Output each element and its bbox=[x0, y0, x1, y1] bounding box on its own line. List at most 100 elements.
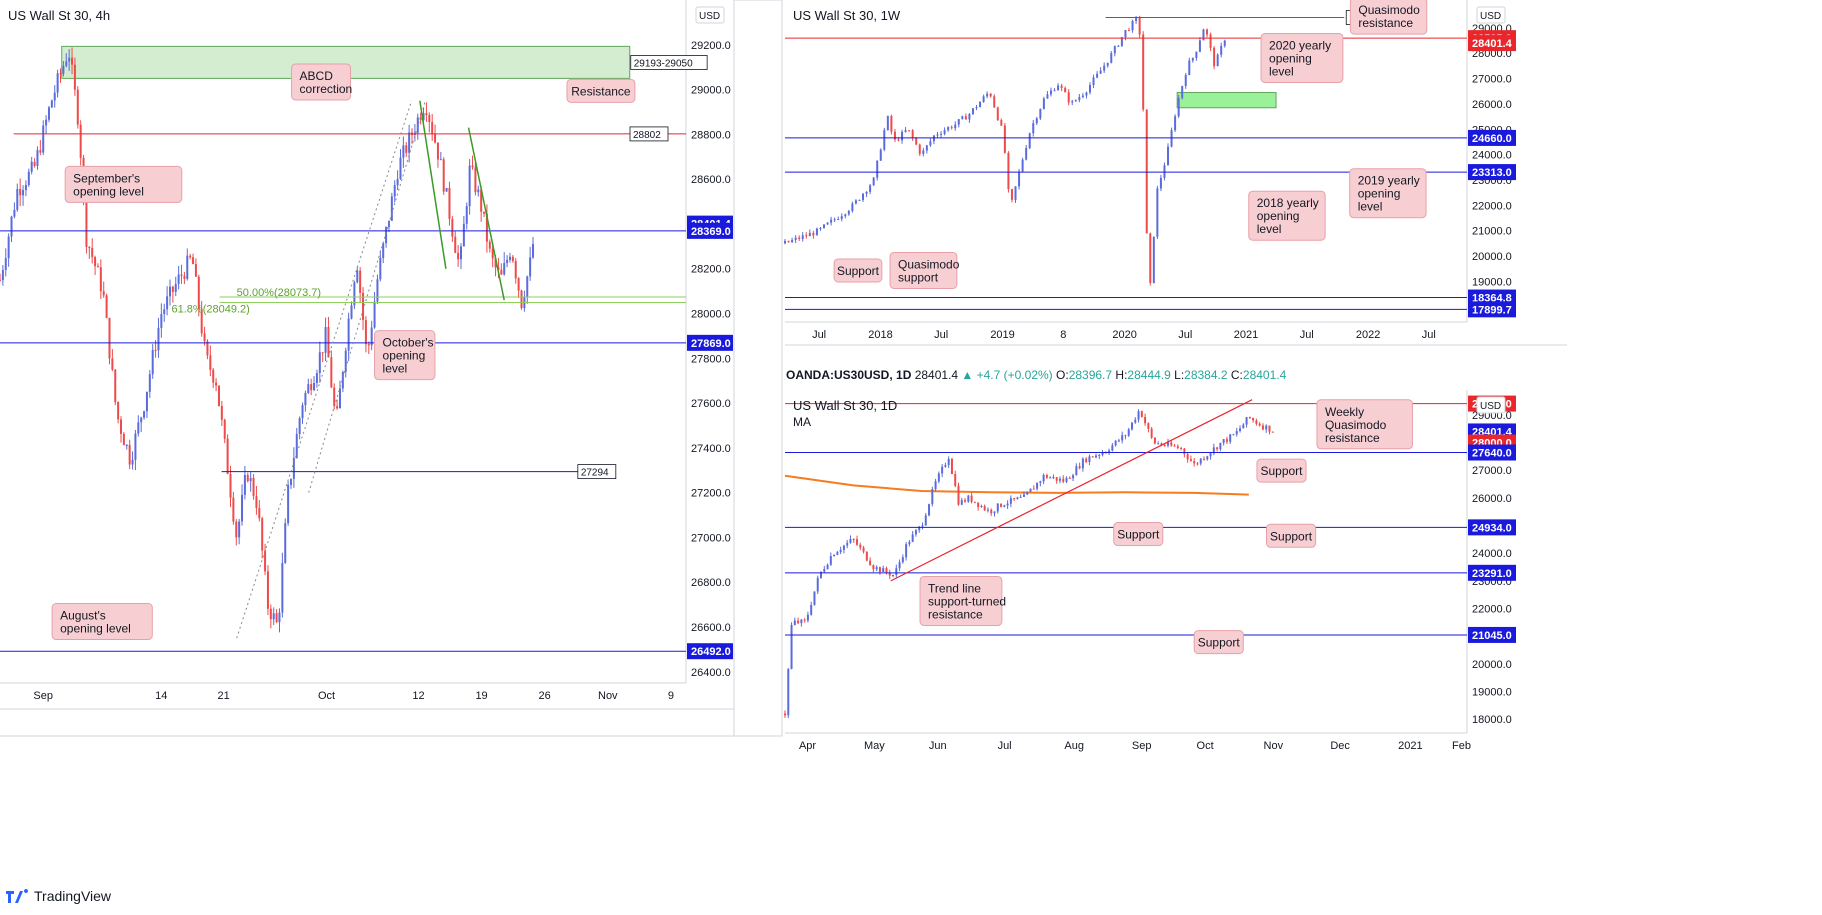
time-tick-label: 8 bbox=[1060, 329, 1066, 341]
price-tag[interactable] bbox=[1468, 564, 1516, 581]
price-tick-label: 18000.0 bbox=[1472, 714, 1512, 726]
candle-body bbox=[960, 500, 963, 505]
candle-body bbox=[192, 257, 195, 265]
panel-1w: 29000.028000.027000.026000.025000.024000… bbox=[784, 0, 1516, 341]
symbol-info-part: ▲ +4.7 (+0.02%) bbox=[961, 368, 1052, 382]
candle-body bbox=[943, 130, 946, 134]
annotation-callout: Weekly Quasimodo resistance bbox=[1316, 399, 1413, 450]
candle-body bbox=[895, 568, 898, 575]
candle-body bbox=[154, 349, 157, 351]
time-tick-label: Nov bbox=[1264, 740, 1284, 752]
price-tag[interactable] bbox=[1468, 129, 1516, 146]
price-tag[interactable] bbox=[1468, 35, 1516, 52]
time-tick-label: 2022 bbox=[1356, 329, 1380, 341]
candle-body bbox=[1091, 456, 1094, 458]
candle-body bbox=[869, 185, 872, 192]
candle-body bbox=[65, 61, 68, 66]
symbol-info-part: 28401.4 bbox=[1243, 368, 1287, 382]
callout-text: Quasimodo resistance bbox=[1358, 3, 1420, 30]
candle-body bbox=[168, 286, 171, 297]
symbol-info-part: 28401.4 bbox=[911, 368, 961, 382]
candle-body bbox=[287, 485, 290, 524]
candle-body bbox=[91, 247, 94, 258]
candle-body bbox=[1000, 503, 1003, 507]
fib-label: 61.8%(28049.2) bbox=[172, 303, 250, 315]
candle-body bbox=[931, 489, 934, 505]
candle-body bbox=[278, 612, 281, 623]
candle-body bbox=[1014, 186, 1017, 200]
price-tag[interactable] bbox=[1468, 164, 1516, 181]
panel-4h-price-axis[interactable] bbox=[733, 0, 783, 737]
price-tag[interactable] bbox=[687, 334, 733, 351]
time-tick-label: Jul bbox=[1422, 329, 1436, 341]
price-tag[interactable] bbox=[1468, 626, 1516, 643]
candle-body bbox=[532, 244, 535, 258]
candle-body bbox=[1159, 177, 1162, 189]
candle-body bbox=[844, 214, 847, 217]
candle-body bbox=[928, 504, 931, 516]
tradingview-brand[interactable]: TradingView bbox=[6, 886, 111, 906]
candle-body bbox=[1057, 85, 1060, 91]
callout-line: Support bbox=[1260, 464, 1303, 478]
currency-button[interactable] bbox=[1476, 6, 1506, 24]
candle-body bbox=[1153, 437, 1156, 444]
candle-body bbox=[1222, 439, 1225, 443]
candle-body bbox=[968, 113, 971, 120]
candle-body bbox=[1114, 440, 1117, 446]
time-tick-label: Jul bbox=[934, 329, 948, 341]
symbol-info-part: C: bbox=[1228, 368, 1243, 382]
price-tag[interactable] bbox=[687, 222, 733, 239]
candle-body bbox=[108, 317, 111, 359]
candle-body bbox=[964, 500, 967, 502]
candle-body bbox=[980, 506, 983, 508]
time-tick-label: Oct bbox=[1197, 740, 1214, 752]
level-box bbox=[577, 464, 617, 480]
candle-body bbox=[1145, 109, 1148, 234]
candle-body bbox=[33, 161, 36, 166]
candle-body bbox=[794, 237, 797, 240]
candle-body bbox=[924, 515, 927, 526]
callout-box bbox=[566, 78, 636, 103]
callout-text: Support bbox=[1270, 529, 1313, 543]
candle-body bbox=[1110, 53, 1113, 63]
callout-line: September's bbox=[73, 171, 140, 185]
plot-area-1w[interactable] bbox=[785, 0, 1467, 322]
candle-body bbox=[885, 568, 888, 573]
price-tag[interactable] bbox=[1468, 301, 1516, 318]
candle-body bbox=[252, 477, 255, 497]
candle-body bbox=[143, 411, 146, 418]
time-tick-label: Aug bbox=[1064, 740, 1084, 752]
callout-box bbox=[291, 63, 352, 101]
candle-body bbox=[85, 194, 88, 248]
candle-body bbox=[304, 392, 307, 406]
candle-body bbox=[1183, 448, 1186, 455]
candle-body bbox=[1106, 62, 1109, 66]
currency-label: USD bbox=[1480, 11, 1501, 22]
price-tag[interactable] bbox=[1468, 519, 1516, 536]
currency-button[interactable] bbox=[695, 6, 725, 24]
price-tick-label: 19000.0 bbox=[1472, 276, 1512, 288]
candle-body bbox=[73, 64, 76, 90]
candle-body bbox=[1074, 100, 1077, 102]
candle-body bbox=[973, 501, 976, 503]
candle-body bbox=[45, 119, 48, 126]
candle-body bbox=[1098, 454, 1101, 456]
candle-body bbox=[803, 619, 806, 621]
candle-body bbox=[13, 209, 16, 217]
price-tag[interactable] bbox=[1468, 444, 1516, 461]
candle-body bbox=[1198, 40, 1201, 52]
callout-box bbox=[1349, 0, 1428, 35]
candle-body bbox=[370, 327, 373, 346]
currency-button[interactable] bbox=[1476, 396, 1506, 414]
time-tick-label: Feb bbox=[1452, 740, 1471, 752]
symbol-info-part: H: bbox=[1112, 368, 1127, 382]
candle-body bbox=[784, 713, 786, 716]
plot-area-4h[interactable] bbox=[0, 0, 686, 683]
candle-body bbox=[520, 290, 523, 309]
price-tag-label: 23313.0 bbox=[1472, 167, 1512, 179]
candle-body bbox=[232, 497, 235, 522]
candle-body bbox=[1101, 452, 1104, 455]
price-tag[interactable] bbox=[687, 643, 733, 660]
candle-body bbox=[837, 219, 840, 221]
annotation-callout: 2019 yearly opening level bbox=[1349, 168, 1427, 219]
